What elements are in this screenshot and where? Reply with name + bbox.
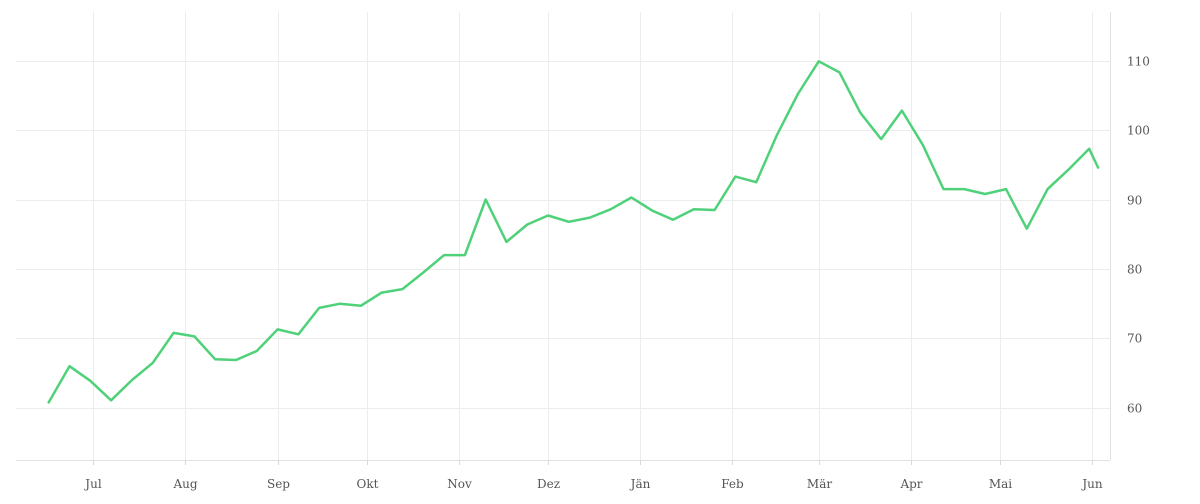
x-tick-label: Feb [721, 477, 744, 491]
y-tick-label: 110 [1127, 55, 1150, 69]
x-tick-label: Okt [357, 477, 379, 491]
x-tick-label: Jun [1080, 477, 1103, 491]
series-line [47, 60, 1100, 404]
x-tick-label: Mai [989, 477, 1012, 491]
tick-labels: 60 70 80 90 100 110 Jul Aug Sep Okt Nov Dez Jän Feb Mä… [83, 55, 1150, 492]
x-tick-label: Sep [267, 477, 290, 491]
y-tick-label: 100 [1127, 124, 1150, 138]
y-tick-label: 60 [1127, 402, 1142, 416]
series [47, 60, 1100, 404]
x-tick-label: Jul [83, 477, 102, 491]
x-tick-label: Mär [807, 477, 832, 491]
axes [16, 12, 1111, 465]
grid [16, 12, 1110, 460]
x-tick-label: Jän [629, 477, 651, 491]
y-tick-label: 90 [1127, 194, 1142, 208]
x-tick-label: Nov [447, 477, 472, 491]
y-tick-label: 70 [1127, 332, 1142, 346]
x-tick-label: Dez [537, 477, 560, 491]
x-tick-label: Apr [899, 477, 922, 491]
x-tick-label: Aug [172, 477, 197, 491]
y-tick-label: 80 [1127, 263, 1142, 277]
